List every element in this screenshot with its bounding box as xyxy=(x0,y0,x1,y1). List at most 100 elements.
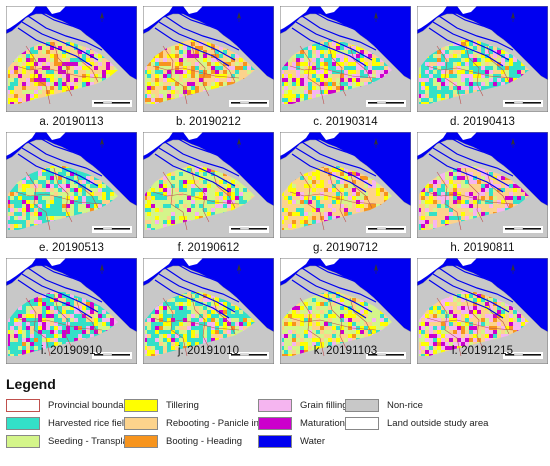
rice-pixel-tillering xyxy=(34,212,39,217)
rice-pixel-grain xyxy=(316,70,321,75)
rice-pixel-rebooting xyxy=(38,294,43,299)
rice-pixel-grain xyxy=(425,62,430,67)
rice-pixel-maturation xyxy=(380,74,385,79)
rice-pixel-grain xyxy=(34,220,39,225)
rice-pixel-rebooting xyxy=(304,66,309,71)
rice-pixel-harvested xyxy=(433,212,438,217)
rice-pixel-booting xyxy=(364,176,369,181)
rice-pixel-seeding xyxy=(58,302,63,307)
rice-pixel-grain xyxy=(461,86,466,91)
rice-pixel-maturation xyxy=(42,322,47,327)
rice-pixel-harvested xyxy=(203,322,208,327)
rice-pixel-grain xyxy=(175,334,180,339)
rice-pixel-rebooting xyxy=(42,94,47,99)
rice-pixel-rebooting xyxy=(145,322,148,327)
rice-pixel-tillering xyxy=(171,90,176,95)
rice-pixel-harvested xyxy=(54,184,59,189)
rice-pixel-seeding xyxy=(340,184,345,189)
rice-pixel-harvested xyxy=(376,58,381,63)
rice-pixel-grain xyxy=(344,46,349,51)
rice-pixel-grain xyxy=(425,78,430,83)
rice-pixel-rebooting xyxy=(501,184,506,189)
rice-pixel-seeding xyxy=(187,62,192,67)
rice-pixel-rebooting xyxy=(425,216,430,221)
rice-pixel-harvested xyxy=(70,338,75,343)
rice-pixel-grain xyxy=(42,342,47,347)
rice-pixel-maturation xyxy=(187,208,192,213)
rice-pixel-booting xyxy=(195,46,200,51)
rice-pixel-rebooting xyxy=(195,306,200,311)
scale-bar xyxy=(503,100,543,107)
rice-pixel-grain xyxy=(457,66,462,71)
rice-pixel-booting xyxy=(336,86,341,91)
rice-pixel-harvested xyxy=(14,342,19,347)
rice-pixel-harvested xyxy=(14,310,19,315)
rice-pixel-harvested xyxy=(312,74,317,79)
rice-pixel-rebooting xyxy=(312,82,317,87)
rice-pixel-grain xyxy=(473,42,478,47)
rice-pixel-grain xyxy=(419,200,422,205)
rice-pixel-maturation xyxy=(356,200,361,205)
rice-pixel-maturation xyxy=(38,74,43,79)
rice-pixel-rebooting xyxy=(332,46,337,51)
rice-pixel-seeding xyxy=(211,204,216,209)
rice-pixel-harvested xyxy=(74,192,79,197)
rice-pixel-harvested xyxy=(171,216,176,221)
rice-pixel-rebooting xyxy=(90,66,95,71)
rice-pixel-grain xyxy=(82,196,87,201)
rice-pixel-grain xyxy=(497,176,502,181)
rice-pixel-rebooting xyxy=(50,40,55,43)
river-branch xyxy=(428,153,504,193)
rice-pixel-seeding xyxy=(22,334,27,339)
river-branch xyxy=(295,147,373,187)
rice-pixel-booting xyxy=(344,184,349,189)
rice-pixel-rebooting xyxy=(207,66,212,71)
rice-pixel-rebooting xyxy=(159,176,164,181)
rice-pixel-maturation xyxy=(58,70,63,75)
rice-pixel-rebooting xyxy=(288,62,293,67)
rice-pixel-harvested xyxy=(453,168,458,173)
rice-pixel-harvested xyxy=(14,346,19,351)
rice-pixel-harvested xyxy=(155,342,160,347)
provincial-boundary xyxy=(53,293,73,349)
rice-pixel-tillering xyxy=(26,184,31,189)
rice-pixel-seeding xyxy=(26,188,31,193)
rice-pixel-harvested xyxy=(10,188,15,193)
rice-pixel-tillering xyxy=(86,74,91,79)
rice-pixel-rebooting xyxy=(98,180,103,185)
rice-pixel-seeding xyxy=(296,200,301,205)
rice-pixel-seeding xyxy=(145,224,148,229)
rice-pixel-seeding xyxy=(18,62,23,67)
outside-study-area xyxy=(143,6,173,30)
rice-pixel-rebooting xyxy=(453,70,458,75)
rice-pixel-grain xyxy=(485,50,490,55)
rice-pixel-harvested xyxy=(34,322,39,327)
rice-pixel-seeding xyxy=(223,82,228,87)
rice-pixel-booting xyxy=(324,188,329,193)
rice-pixel-seeding xyxy=(219,208,224,213)
rice-pixel-harvested xyxy=(485,42,490,47)
rice-pixel-seeding xyxy=(175,172,180,177)
rice-pixel-grain xyxy=(497,200,502,205)
rice-pixel-seeding xyxy=(227,58,232,63)
rice-pixel-tillering xyxy=(38,326,43,331)
rice-pixel-tillering xyxy=(74,196,79,201)
rice-pixel-seeding xyxy=(187,212,192,217)
rice-pixel-harvested xyxy=(223,204,228,209)
rice-pixel-harvested xyxy=(344,192,349,197)
rice-pixel-harvested xyxy=(227,310,232,315)
rice-pixel-tillering xyxy=(296,82,301,87)
rice-pixel-tillering xyxy=(14,98,19,103)
rice-pixel-harvested xyxy=(449,208,454,213)
rice-pixel-grain xyxy=(38,86,43,91)
rice-pixel-harvested xyxy=(155,62,160,67)
rice-pixel-tillering xyxy=(110,192,115,197)
rice-pixel-tillering xyxy=(26,200,31,205)
rice-pixel-seeding xyxy=(90,188,95,193)
rice-pixel-grain xyxy=(187,326,192,331)
rice-pixel-seeding xyxy=(239,188,244,193)
rice-pixel-harvested xyxy=(70,326,75,331)
rice-pixel-rebooting xyxy=(312,192,317,197)
rice-pixel-booting xyxy=(215,330,220,335)
rice-pixel-grain xyxy=(469,176,474,181)
